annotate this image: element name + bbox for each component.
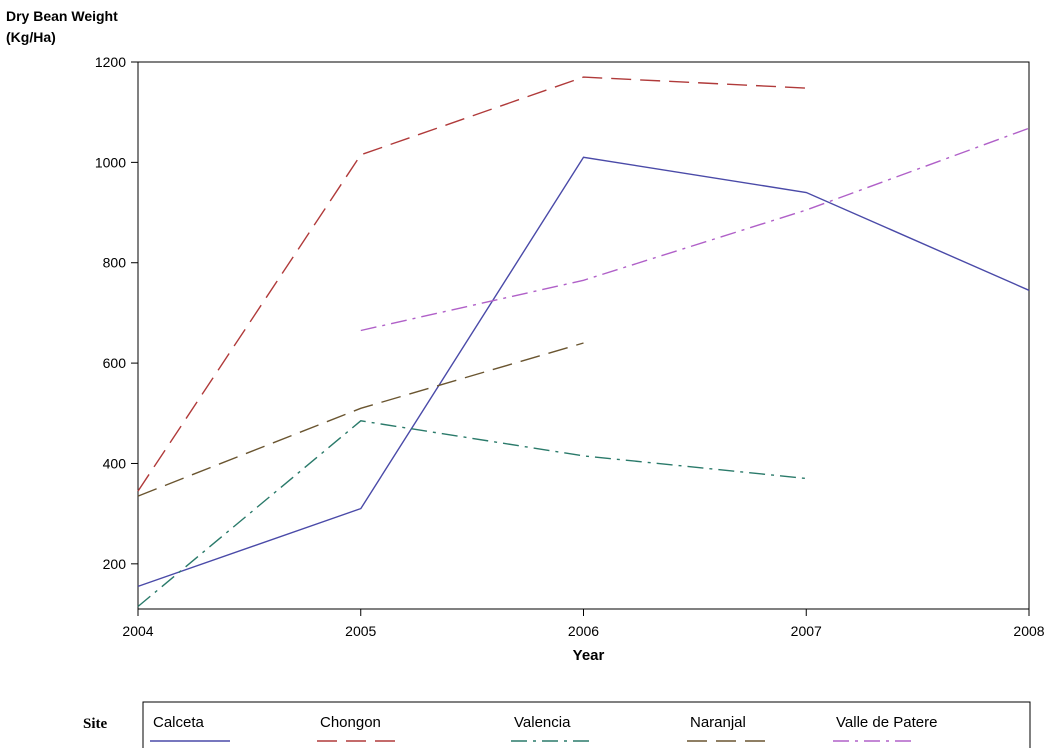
y-tick-label: 400 (103, 455, 127, 471)
x-axis-label: Year (573, 647, 605, 664)
legend-box (142, 701, 1031, 748)
series-line-naranjal (137, 342, 584, 497)
x-tick-label: 2006 (568, 623, 599, 639)
legend-item: Valle de Patere (833, 714, 937, 742)
legend-item: Chongon (317, 714, 397, 742)
series-line-calceta (137, 156, 1030, 588)
series-line-valle-de-patere (360, 127, 1030, 332)
legend-items: Calceta Chongon Valencia Naranjal Valle de P… (150, 714, 937, 742)
x-axis-ticks: 2004 2005 2006 2007 2008 (122, 609, 1045, 639)
legend-item: Calceta (150, 714, 230, 742)
series-line-valencia (137, 420, 807, 608)
x-tick-label: 2005 (345, 623, 376, 639)
legend: Site Calceta Chongon Valencia Naranjal Valle… (83, 701, 1031, 748)
series-lines (137, 76, 1030, 608)
x-tick-label: 2004 (122, 623, 153, 639)
y-tick-label: 1000 (95, 154, 126, 170)
legend-item-label: Chongon (320, 714, 381, 731)
legend-item-label: Valencia (514, 714, 571, 731)
legend-item: Valencia (511, 714, 591, 742)
legend-item-label: Valle de Patere (836, 714, 937, 731)
y-axis-label-line: Dry Bean Weight (6, 8, 118, 24)
legend-item: Naranjal (687, 714, 767, 742)
legend-title: Site (83, 716, 108, 732)
x-tick-label: 2008 (1013, 623, 1044, 639)
y-tick-label: 600 (103, 355, 127, 371)
legend-item-label: Naranjal (690, 714, 746, 731)
y-tick-label: 800 (103, 255, 127, 271)
y-axis-ticks: 200 400 600 800 1000 1200 (95, 54, 138, 572)
series-line-chongon (137, 76, 807, 492)
y-tick-label: 1200 (95, 54, 126, 70)
y-tick-label: 200 (103, 556, 127, 572)
plot-area-frame (137, 61, 1030, 610)
y-axis-label-line: (Kg/Ha) (6, 29, 56, 45)
y-axis-label: Dry Bean Weight (Kg/Ha) (6, 8, 118, 45)
x-tick-label: 2007 (791, 623, 822, 639)
legend-item-label: Calceta (153, 714, 205, 731)
